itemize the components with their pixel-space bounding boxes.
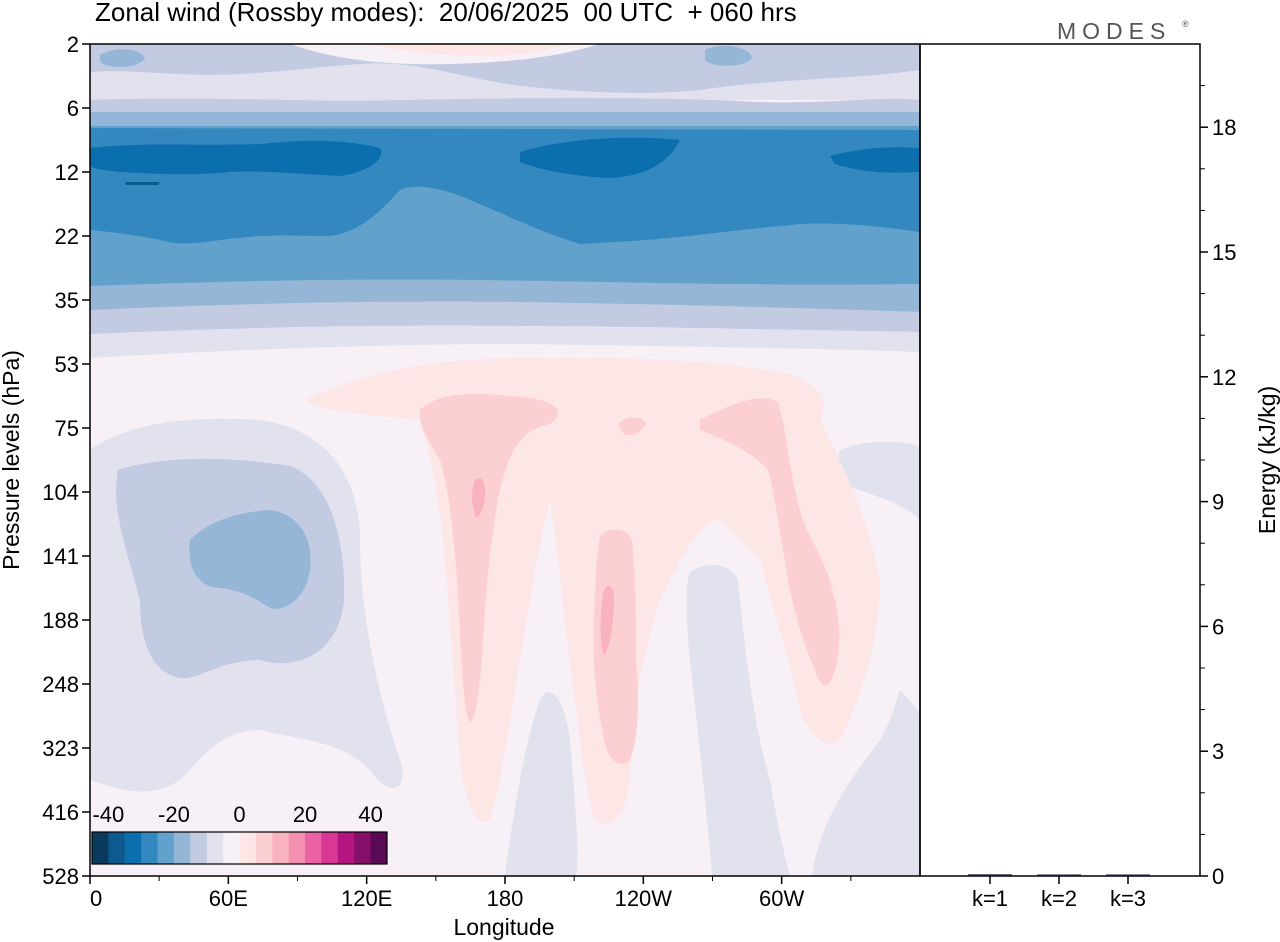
x-tick-label: 60E — [209, 886, 248, 911]
top-left-blob — [100, 49, 145, 67]
colorbar-swatch — [370, 832, 388, 864]
blue-tongue-150w — [686, 565, 790, 876]
y-tick-label: 141 — [42, 544, 79, 569]
bar-label: k=3 — [1110, 886, 1146, 911]
energy-bars: k=1 k=2 k=3 — [968, 874, 1150, 911]
energy-tick-label: 15 — [1212, 240, 1236, 265]
y-tick-label: 53 — [55, 352, 79, 377]
y-tick-label: 75 — [55, 416, 79, 441]
colorbar-swatch — [206, 832, 224, 864]
colorbar-swatch — [337, 832, 355, 864]
top-pink — [370, 44, 565, 56]
x-tick-label: 0 — [90, 886, 102, 911]
x-tick-label: 180 — [487, 886, 524, 911]
modes-logo: MODES — [1057, 18, 1172, 44]
colorbar-swatch — [173, 832, 191, 864]
y-tick-label: 22 — [55, 224, 79, 249]
colorbar-swatch — [92, 832, 109, 864]
y-tick-label: 12 — [55, 160, 79, 185]
colorbar-tick-label: -40 — [92, 802, 124, 827]
y-tick-label: 323 — [42, 736, 79, 761]
colorbar-tick-label: 0 — [233, 802, 245, 827]
pink-plume-120w — [593, 529, 638, 764]
colorbar-frame — [91, 831, 388, 865]
colorbar-swatch — [190, 832, 208, 864]
energy-bar — [968, 874, 1012, 876]
bar-label: k=2 — [1041, 886, 1077, 911]
y-tick-label: 248 — [42, 672, 79, 697]
pink-blob-small — [618, 417, 646, 436]
colorbar-swatch — [157, 832, 175, 864]
top-right-blob — [705, 45, 752, 66]
blue-core-60e — [189, 510, 311, 609]
colorbar-swatch — [255, 832, 273, 864]
y-tick-label: 6 — [67, 96, 79, 121]
colorbar-swatch — [239, 832, 257, 864]
core-right — [830, 147, 920, 173]
colorbar-swatch — [354, 832, 372, 864]
colorbar-swatch — [124, 832, 142, 864]
blue-zone-bottom-right — [812, 690, 920, 876]
pressure-axis: 2 6 12 22 35 53 75 104 141 188 248 323 416 528 — [42, 32, 90, 889]
pink-plume-165e — [419, 393, 559, 722]
y-tick-label: 416 — [42, 800, 79, 825]
colorbar-swatch — [223, 832, 240, 864]
colorbar: -40 -20 0 20 40 — [91, 802, 388, 865]
heatmap-field — [90, 44, 920, 876]
pink-max-120w — [600, 585, 614, 656]
energy-tick-label: 9 — [1212, 490, 1224, 515]
colorbar-swatch — [321, 832, 339, 864]
energy-bar — [1037, 874, 1081, 876]
y-axis-label: Pressure levels (hPa) — [0, 350, 24, 570]
energy-tick-label: 18 — [1212, 115, 1236, 140]
energy-tick-label: 12 — [1212, 365, 1236, 390]
x-tick-label: 120W — [615, 886, 673, 911]
band-45hpa — [90, 325, 920, 358]
pink-plume-60w — [700, 398, 840, 686]
band-6hpa — [90, 98, 920, 114]
y-tick-label: 35 — [55, 288, 79, 313]
longitude-axis: 0 60E 120E 180 120W 60W — [89, 876, 852, 911]
small-core — [125, 182, 160, 185]
core-centre — [520, 137, 680, 178]
y-tick-label: 528 — [42, 864, 79, 889]
y-tick-label: 2 — [67, 32, 79, 57]
colorbar-swatch — [108, 832, 126, 864]
blue-tongue-180 — [505, 692, 578, 876]
colorbar-swatch — [141, 832, 159, 864]
energy-axis-label: Energy (kJ/kg) — [1254, 386, 1280, 534]
energy-bar — [1106, 874, 1150, 876]
band-8hpa — [90, 112, 920, 128]
x-axis-label: Longitude — [453, 914, 554, 940]
energy-frame — [919, 43, 1201, 877]
colorbar-tick-label: -20 — [158, 802, 190, 827]
colorbar-tick-label: 20 — [293, 802, 317, 827]
energy-tick-label: 3 — [1212, 739, 1224, 764]
bar-label: k=1 — [972, 886, 1008, 911]
colorbar-swatch — [272, 832, 290, 864]
colorbar-swatch — [288, 832, 306, 864]
blue-zone-right — [838, 441, 920, 520]
colorbar-tick-label: 40 — [358, 802, 382, 827]
y-tick-label: 188 — [42, 608, 79, 633]
energy-tick-label: 6 — [1212, 614, 1224, 639]
pink-max-165e — [472, 477, 486, 518]
colorbar-swatch — [305, 832, 322, 864]
y-tick-label: 104 — [42, 480, 79, 505]
chart-title: Zonal wind (Rossby modes): 20/06/2025 00… — [95, 0, 797, 27]
registered-mark: ® — [1182, 19, 1189, 29]
x-tick-label: 120E — [341, 886, 392, 911]
core-left — [90, 140, 382, 176]
energy-axis: 0 3 6 9 12 15 18 — [1200, 85, 1236, 889]
x-tick-label: 60W — [759, 886, 804, 911]
energy-tick-label: 0 — [1212, 864, 1224, 889]
